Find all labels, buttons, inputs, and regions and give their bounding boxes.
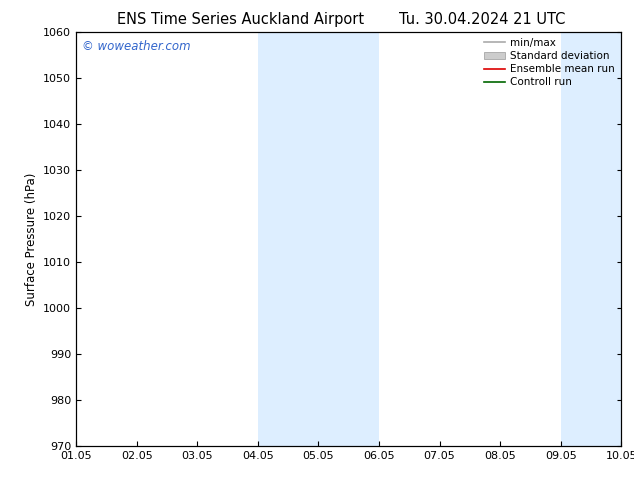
Bar — [258, 32, 318, 446]
Text: ENS Time Series Auckland Airport: ENS Time Series Auckland Airport — [117, 12, 365, 27]
Bar — [560, 32, 621, 446]
Y-axis label: Surface Pressure (hPa): Surface Pressure (hPa) — [25, 172, 37, 306]
Legend: min/max, Standard deviation, Ensemble mean run, Controll run: min/max, Standard deviation, Ensemble me… — [480, 34, 619, 92]
Bar — [318, 32, 379, 446]
Text: © woweather.com: © woweather.com — [82, 40, 190, 53]
Text: Tu. 30.04.2024 21 UTC: Tu. 30.04.2024 21 UTC — [399, 12, 565, 27]
